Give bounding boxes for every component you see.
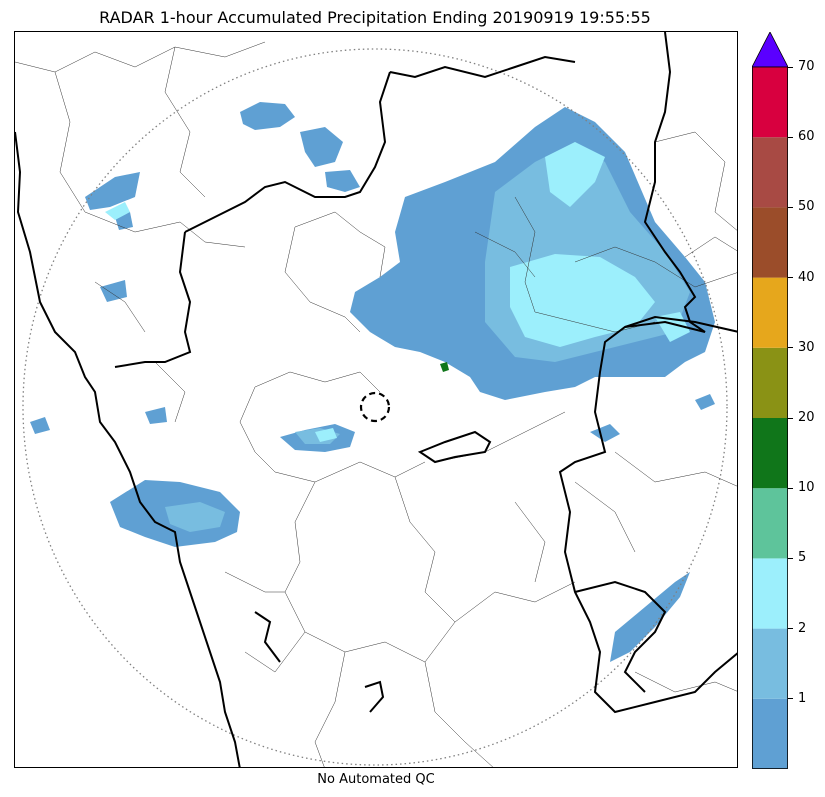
- colorbar-extend-triangle: [752, 32, 788, 68]
- precip-far-northwest: [85, 172, 140, 210]
- colorbar-segment: [752, 207, 788, 278]
- coastline: [15, 131, 241, 767]
- precip-northwest-a: [240, 102, 295, 130]
- colorbar-tick-label: 10: [798, 480, 815, 496]
- precip-layer-10mm: [440, 362, 449, 372]
- colorbar-tick-label: 2: [798, 620, 807, 636]
- colorbar-tick-label: 50: [798, 199, 815, 215]
- colorbar-tick-mark: [788, 557, 793, 559]
- colorbar-segment: [752, 347, 788, 418]
- state-boundaries: [15, 32, 737, 767]
- radar-site-marker: [359, 391, 391, 423]
- precip-northwest-c: [325, 170, 360, 192]
- radar-map: [14, 31, 738, 768]
- colorbar-tick-mark: [788, 277, 793, 279]
- colorbar-tick-label: 20: [798, 410, 815, 425]
- precip-layer-2mm: [105, 142, 690, 442]
- colorbar-tick-mark: [788, 136, 793, 138]
- colorbar-segment: [752, 418, 788, 489]
- precip-west-small: [30, 417, 50, 434]
- colorbar-tick-mark: [788, 487, 793, 489]
- colorbar-tick-mark: [788, 628, 793, 630]
- map-title: RADAR 1-hour Accumulated Precipitation E…: [99, 8, 651, 27]
- colorbar-segment: [752, 628, 788, 699]
- qc-status-label: No Automated QC: [317, 772, 435, 787]
- colorbar-segment: [752, 698, 788, 769]
- colorbar-tick-label: 60: [798, 129, 815, 145]
- precip-east-dot: [695, 394, 715, 410]
- district-boundaries: [15, 41, 737, 767]
- colorbar-tick-label: 30: [798, 339, 815, 355]
- radar-range-ring: [22, 48, 728, 766]
- colorbar-tick-mark: [788, 347, 793, 349]
- colorbar-segment: [752, 137, 788, 208]
- colorbar-tick-mark: [788, 698, 793, 700]
- colorbar-segment: [752, 67, 788, 138]
- colorbar-tick-mark: [788, 206, 793, 208]
- colorbar-segment: [752, 558, 788, 629]
- precip-southeast-band: [610, 572, 690, 662]
- precip-east-small: [590, 424, 620, 442]
- colorbar: [752, 32, 788, 769]
- colorbar-tick-label: 5: [798, 550, 807, 566]
- colorbar-tick-label: 40: [798, 269, 815, 285]
- precip-west-mid: [145, 407, 167, 424]
- colorbar-segment: [752, 488, 788, 559]
- colorbar-tick-label: 70: [798, 59, 815, 74]
- colorbar-tick-mark: [788, 66, 793, 68]
- colorbar-segment: [752, 277, 788, 348]
- precip-north-west-e: [100, 280, 127, 302]
- colorbar-border: [752, 66, 788, 769]
- colorbar-tick-mark: [788, 417, 793, 419]
- colorbar-tick-label: 1: [798, 690, 807, 706]
- radar-map-canvas: [15, 32, 737, 767]
- precip-northwest-b: [300, 127, 343, 167]
